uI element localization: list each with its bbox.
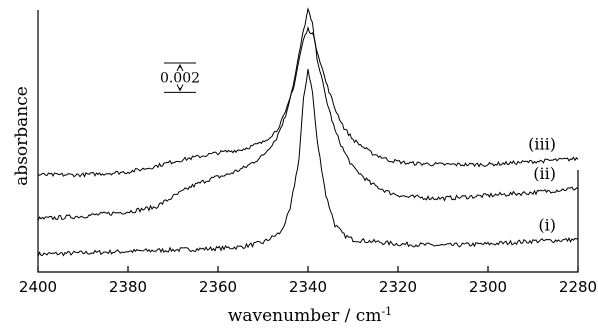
x-tick-label: 2320 (379, 278, 417, 296)
x-tick-label: 2340 (289, 278, 327, 296)
x-tick-label: 2280 (559, 278, 597, 296)
x-tick-label: 2400 (19, 278, 57, 296)
x-tick-label: 2380 (109, 278, 147, 296)
scale-bar-label: 0.002 (160, 71, 200, 87)
scale-bar: 0.002 (160, 63, 200, 92)
series-label-1: (i) (538, 216, 556, 235)
series-traces (38, 9, 578, 257)
series-label-3: (iii) (528, 135, 556, 154)
series-line-3 (38, 28, 578, 177)
x-tick-label: 2360 (199, 278, 237, 296)
series-label-2: (ii) (533, 164, 556, 183)
x-axis-label-superscript: -1 (381, 305, 392, 318)
y-axis-label: absorbance (12, 86, 32, 186)
series-labels: (i) (ii) (iii) (528, 135, 556, 235)
series-line-2 (38, 9, 578, 221)
series-line-1 (38, 69, 578, 256)
axes-frame (38, 10, 578, 272)
x-axis-label: wavenumber / cm-1 (228, 305, 392, 326)
x-tick-label: 2300 (469, 278, 507, 296)
x-ticks: 2400 2380 2360 2340 2320 2300 2280 (19, 266, 597, 296)
plot-area (38, 10, 578, 272)
x-axis-label-main: wavenumber / cm (228, 306, 382, 326)
